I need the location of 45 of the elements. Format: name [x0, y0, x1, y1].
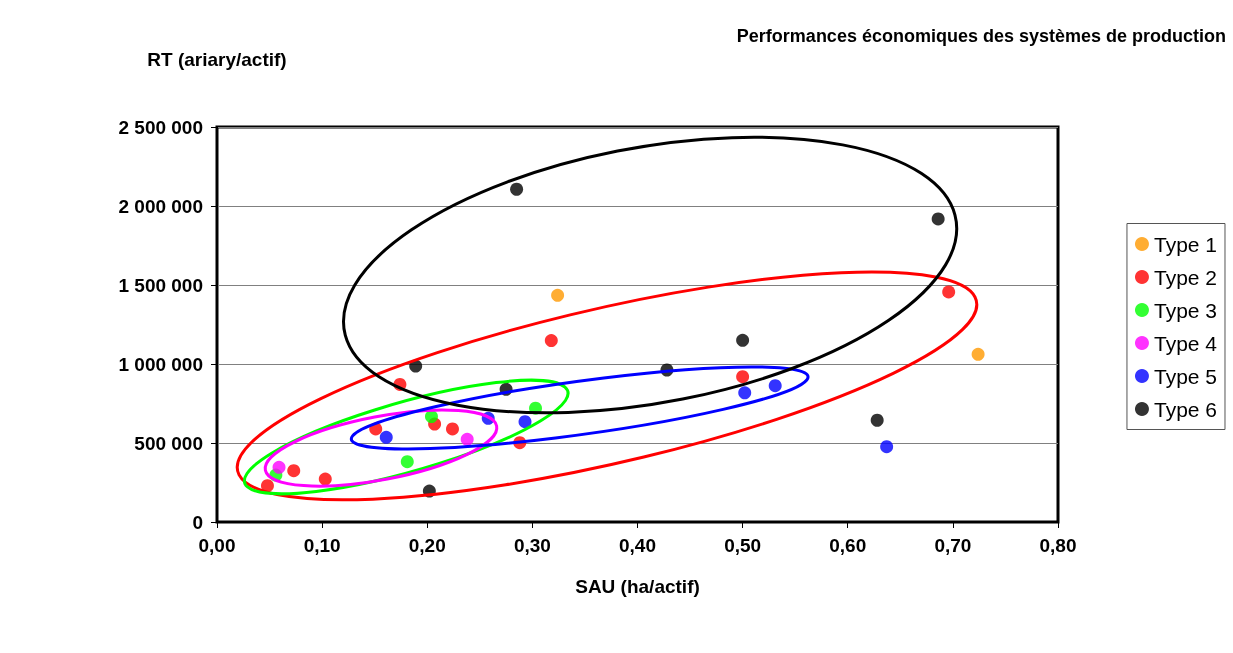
- point: [942, 285, 956, 299]
- point: [460, 432, 474, 446]
- point: [736, 370, 750, 384]
- point: [318, 472, 332, 486]
- point: [272, 460, 286, 474]
- point: [260, 479, 274, 493]
- x-tick-label: 0,80: [1039, 535, 1077, 556]
- legend-label: Type 4: [1153, 331, 1218, 355]
- point: [544, 334, 558, 348]
- x-tick-label: 0,10: [303, 535, 341, 556]
- legend-label: Type 1: [1153, 232, 1218, 256]
- legend-label: Type 6: [1153, 397, 1218, 421]
- x-tick-label: 0,40: [619, 535, 656, 556]
- point: [870, 413, 884, 427]
- x-tick-label: 0,70: [934, 535, 972, 556]
- chart-title: Performances économiques des systèmes de production: [736, 26, 1226, 46]
- legend-label: Type 5: [1153, 364, 1218, 388]
- point: [738, 386, 752, 400]
- x-tick-label: 0,30: [513, 535, 551, 556]
- x-axis-title: SAU (ha/actif): [575, 576, 700, 597]
- point: [518, 415, 532, 429]
- point: [971, 347, 985, 361]
- y-tick-label: 1 500 000: [118, 274, 203, 296]
- point: [400, 455, 414, 469]
- point: [880, 440, 894, 454]
- y-tick-label: 0: [192, 511, 203, 533]
- y-tick-label: 500 000: [134, 432, 203, 454]
- point: [551, 288, 565, 302]
- point: [736, 333, 750, 347]
- y-tick-label: 1 000 000: [118, 353, 203, 375]
- legend-label: Type 3: [1153, 298, 1218, 322]
- x-tick-label: 0,60: [829, 535, 867, 556]
- x-tick-label: 0,20: [408, 535, 446, 556]
- legend-label: Type 2: [1153, 265, 1218, 289]
- point: [768, 379, 782, 393]
- y-axis-title: RT (ariary/actif): [147, 49, 287, 70]
- point: [379, 430, 393, 444]
- x-tick-label: 0,00: [198, 535, 236, 556]
- point: [287, 464, 301, 478]
- point: [510, 182, 524, 196]
- x-tick-label: 0,50: [724, 535, 762, 556]
- point: [445, 422, 459, 436]
- y-tick-label: 2 000 000: [118, 195, 203, 217]
- point: [931, 212, 945, 226]
- y-tick-label: 2 500 000: [118, 116, 203, 138]
